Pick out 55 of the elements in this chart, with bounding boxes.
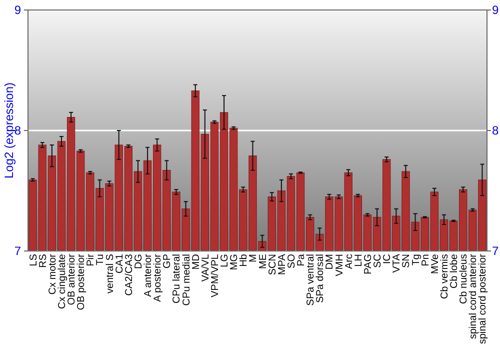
x-tick-label: SN (401, 254, 412, 268)
y2-tick-label: 8 (492, 124, 499, 138)
y2-tick-label: 7 (492, 244, 499, 258)
x-tick-label: Pn (420, 254, 432, 266)
x-tick-label: IC (382, 254, 394, 264)
x-tick-label: SC (372, 254, 384, 268)
x-tick-label: Tu (95, 254, 106, 266)
x-tick-label: LG (220, 254, 231, 268)
x-tick-label: Hb (238, 254, 250, 267)
y-axis-title: Log2 (expression) (2, 82, 16, 179)
x-tick-label: Cb vermis (439, 254, 450, 300)
x-tick-label: MG (229, 254, 240, 270)
x-tick-label: Cx motor (47, 253, 58, 295)
x-tick-label: Pa (296, 254, 308, 266)
x-tick-label: SPa dorsal (315, 254, 326, 303)
x-tick-label: Cb nucleus (458, 254, 470, 304)
x-tick-label: SO (286, 254, 298, 268)
x-tick-label: MD (190, 254, 202, 270)
y-tick-label: 9 (14, 3, 22, 18)
x-tick-label: OB posterior (76, 253, 88, 310)
x-tick-label: CPu medial (181, 254, 192, 306)
x-tick-label: PAG (362, 254, 374, 274)
x-tick-label: Cx cingulate (56, 254, 68, 310)
x-tick-label: MVe (430, 254, 441, 274)
x-tick-label: DG (133, 254, 144, 269)
x-tick-label: VPM/VPL (210, 254, 221, 298)
y-tick-label: 7 (14, 244, 22, 258)
x-tick-label: Pir (86, 253, 97, 266)
x-tick-label: A anterior (143, 253, 154, 297)
y2-tick-label: 9 (492, 3, 499, 18)
x-tick-label: CA2/CA3 (124, 254, 135, 296)
x-tick-label: GP (162, 254, 174, 268)
x-tick-label: A posterior (152, 253, 164, 302)
x-tick-label: VMH (334, 254, 346, 276)
x-tick-label: Cb lobe (449, 254, 460, 288)
x-tick-label: CPu lateral (172, 254, 183, 304)
x-tick-label: VTA (392, 254, 403, 273)
x-tick-label: spinal cord posterior (478, 253, 489, 344)
x-tick-label: SCN (267, 254, 278, 276)
x-tick-label: LH (353, 254, 364, 267)
x-tick-label: SPa ventral (306, 254, 317, 306)
x-tick-label: LS (28, 254, 40, 266)
x-tick-label: MPA (276, 254, 288, 275)
x-tick-label: M (248, 254, 260, 262)
x-tick-label: DM (324, 254, 336, 270)
x-tick-label: ME (258, 254, 269, 269)
x-tick-label: Arc (344, 254, 355, 269)
x-tick-label: CA1 (114, 254, 126, 274)
x-tick-label: spinal cord anterior (468, 253, 480, 340)
x-tick-label: OB anterior (66, 253, 78, 306)
x-tick-label: Tg (410, 254, 422, 266)
x-tick-label: RS (38, 254, 49, 268)
x-tick-label: ventral S (104, 254, 116, 294)
y-tick-label: 8 (14, 124, 22, 138)
x-tick-label: VA/VL (200, 254, 212, 282)
